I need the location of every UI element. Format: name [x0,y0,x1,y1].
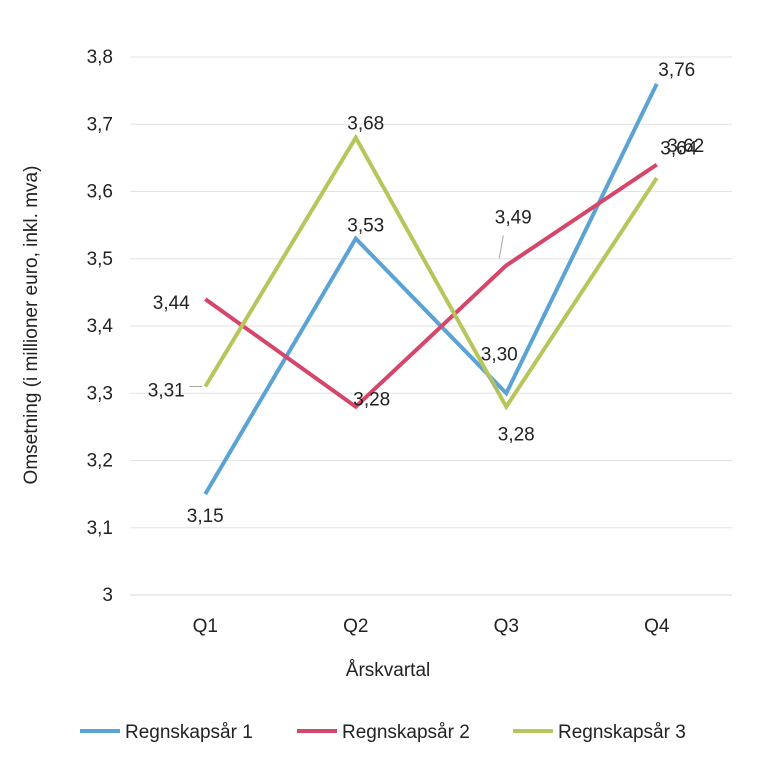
series-line-1 [203,83,659,496]
legend-item-3: Regnskapsår 3 [513,722,686,743]
series-line-3 [203,133,659,411]
data-label: 3,76 [658,60,695,81]
x-tick-label: Q1 [193,616,218,637]
y-tick-label: 3,1 [87,518,113,539]
y-tick-label: 3 [102,585,113,606]
data-label: 3,53 [347,216,384,237]
leader-line [498,235,504,259]
x-tick-label: Q3 [494,616,519,637]
data-label: 3,44 [153,293,190,314]
y-axis-title: Omsetning (i millioner euro, inkl. mva) [21,166,42,485]
legend-item-2: Regnskapsår 2 [297,722,470,743]
x-axis-ticks: Q1 Q2 Q3 Q4 [193,616,670,637]
y-tick-label: 3,5 [87,249,113,270]
x-tick-label: Q4 [644,616,670,637]
data-label: 3,15 [187,506,224,527]
legend-label: Regnskapsår 3 [558,722,686,743]
y-tick-label: 3,7 [87,114,113,135]
legend: Regnskapsår 1 Regnskapsår 2 Regnskapsår 3 [80,722,686,743]
x-axis-title: Årskvartal [346,660,430,681]
x-tick-label: Q2 [343,616,368,637]
data-label: 3,49 [495,207,532,228]
legend-label: Regnskapsår 2 [342,722,470,743]
leader-line [485,374,499,392]
data-label: 3,28 [353,390,390,411]
data-label: 3,64 [660,139,697,160]
label-leader-lines [189,235,504,392]
data-label: 3,28 [498,425,535,446]
data-label: 3,31 [148,381,185,402]
y-tick-label: 3,8 [87,47,113,68]
gridlines [130,56,732,596]
y-tick-label: 3,2 [87,451,113,472]
data-label: 3,30 [481,344,518,365]
series-lines [203,83,659,496]
y-tick-label: 3,4 [87,316,114,337]
data-labels: 3,15 3,53 3,30 3,76 3,44 3,28 3,49 3,64 3,31 3,68… [148,60,704,527]
legend-label: Regnskapsår 1 [125,722,253,743]
data-label: 3,62 [667,136,704,157]
data-label: 3,68 [347,114,384,135]
y-tick-label: 3,3 [87,383,113,404]
legend-item-1: Regnskapsår 1 [80,722,253,743]
series-line-2 [204,162,658,410]
y-axis-ticks: 3 3,1 3,2 3,3 3,4 3,5 3,6 3,7 3,8 [87,47,114,606]
y-tick-label: 3,6 [87,182,113,203]
